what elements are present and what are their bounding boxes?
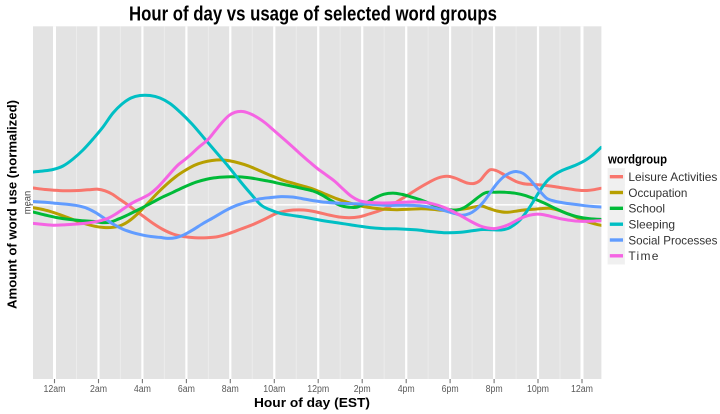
svg-text:2pm: 2pm [354,384,371,395]
svg-text:Hour of day (EST): Hour of day (EST) [254,395,370,410]
svg-text:8am: 8am [222,384,239,395]
svg-text:Sleeping: Sleeping [628,218,675,232]
svg-text:10am: 10am [263,384,285,395]
svg-text:Social Processes: Social Processes [628,233,717,247]
svg-text:12pm: 12pm [307,384,329,395]
svg-text:Hour of day vs usage of select: Hour of day vs usage of selected word gr… [129,4,497,26]
svg-text:4am: 4am [134,384,151,395]
svg-text:2am: 2am [90,384,107,395]
svg-text:wordgroup: wordgroup [607,152,667,167]
svg-text:mean: mean [21,191,33,215]
svg-text:6am: 6am [178,384,195,395]
svg-text:8pm: 8pm [486,384,503,395]
svg-text:Leisure Activities: Leisure Activities [628,170,717,184]
svg-text:Time: Time [628,249,658,263]
svg-text:4pm: 4pm [398,384,415,395]
svg-text:12am: 12am [44,384,66,395]
svg-text:10pm: 10pm [527,384,549,395]
svg-text:School: School [628,202,665,216]
svg-text:12am: 12am [571,384,593,395]
svg-text:Amount of word use (normalized: Amount of word use (normalized) [5,100,20,309]
svg-text:Occupation: Occupation [628,186,687,200]
svg-text:6pm: 6pm [442,384,459,395]
